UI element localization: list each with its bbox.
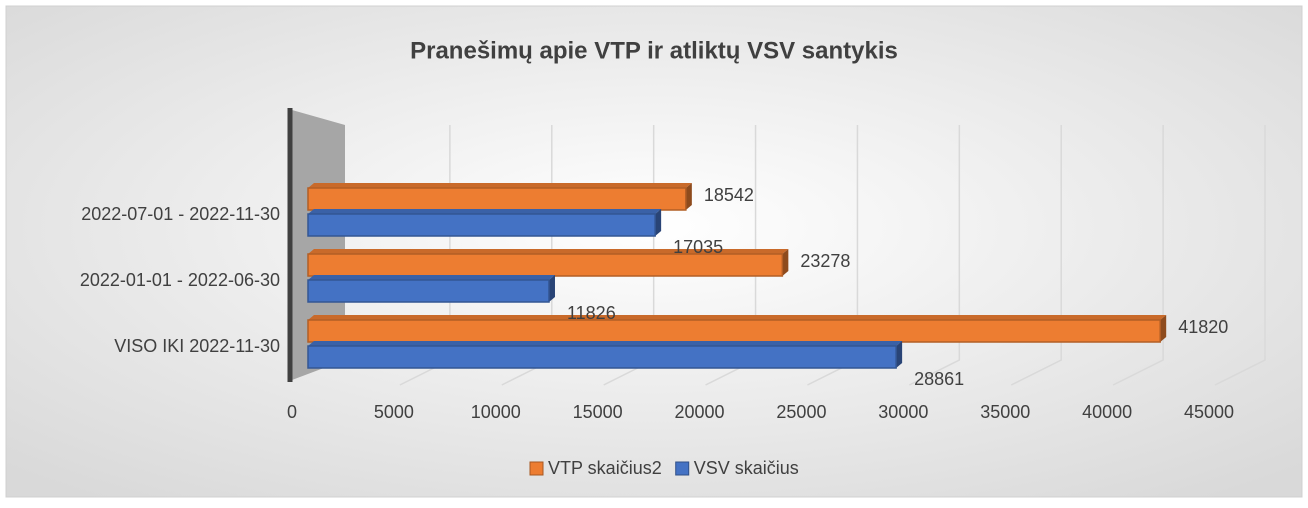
x-tick-label: 45000 xyxy=(1184,402,1234,422)
x-tick-label: 10000 xyxy=(471,402,521,422)
bar-top xyxy=(308,183,692,188)
chart-title: Pranešimų apie VTP ir atliktų VSV santyk… xyxy=(410,37,898,64)
x-tick-label: 15000 xyxy=(573,402,623,422)
bar-top xyxy=(308,249,789,254)
bar xyxy=(307,345,897,369)
legend-label: VTP skaičius2 xyxy=(548,458,662,478)
legend-swatch xyxy=(675,461,690,476)
y-tick-label: 2022-01-01 - 2022-06-30 xyxy=(80,270,280,290)
y-tick-label: VISO IKI 2022-11-30 xyxy=(114,336,280,356)
bar xyxy=(307,253,784,277)
y-tick-label: 2022-07-01 - 2022-11-30 xyxy=(81,204,280,224)
bar-top xyxy=(308,209,662,214)
grid-line xyxy=(1214,125,1266,386)
bar-top xyxy=(308,275,555,280)
data-label: 18542 xyxy=(704,185,754,205)
x-tick-label: 40000 xyxy=(1082,402,1132,422)
bar-side xyxy=(685,183,692,210)
data-label: 23278 xyxy=(800,251,850,271)
bar-side xyxy=(655,209,662,236)
bar xyxy=(307,319,1161,343)
bar-side xyxy=(1160,315,1167,342)
bar-side xyxy=(896,341,903,368)
x-tick-label: 5000 xyxy=(374,402,414,422)
bar-side xyxy=(548,275,555,302)
data-label: 41820 xyxy=(1178,317,1228,337)
x-tick-label: 30000 xyxy=(878,402,928,422)
data-label: 17035 xyxy=(673,237,723,257)
x-tick-label: 0 xyxy=(287,402,297,422)
x-tick-label: 25000 xyxy=(776,402,826,422)
bar xyxy=(307,279,550,303)
side-wall xyxy=(292,110,345,380)
legend-label: VSV skaičius xyxy=(694,458,799,478)
x-tick-label: 35000 xyxy=(980,402,1030,422)
grid-line xyxy=(1010,125,1062,386)
data-label: 28861 xyxy=(914,369,964,389)
legend-swatch xyxy=(529,461,544,476)
bar xyxy=(307,187,687,211)
bar-top xyxy=(308,341,903,346)
bar-side xyxy=(782,249,789,276)
bar-top xyxy=(308,315,1167,320)
grid-line xyxy=(1112,125,1164,386)
bar xyxy=(307,213,656,237)
grid-line xyxy=(908,125,961,386)
x-tick-label: 20000 xyxy=(675,402,725,422)
data-label: 11826 xyxy=(567,303,616,323)
